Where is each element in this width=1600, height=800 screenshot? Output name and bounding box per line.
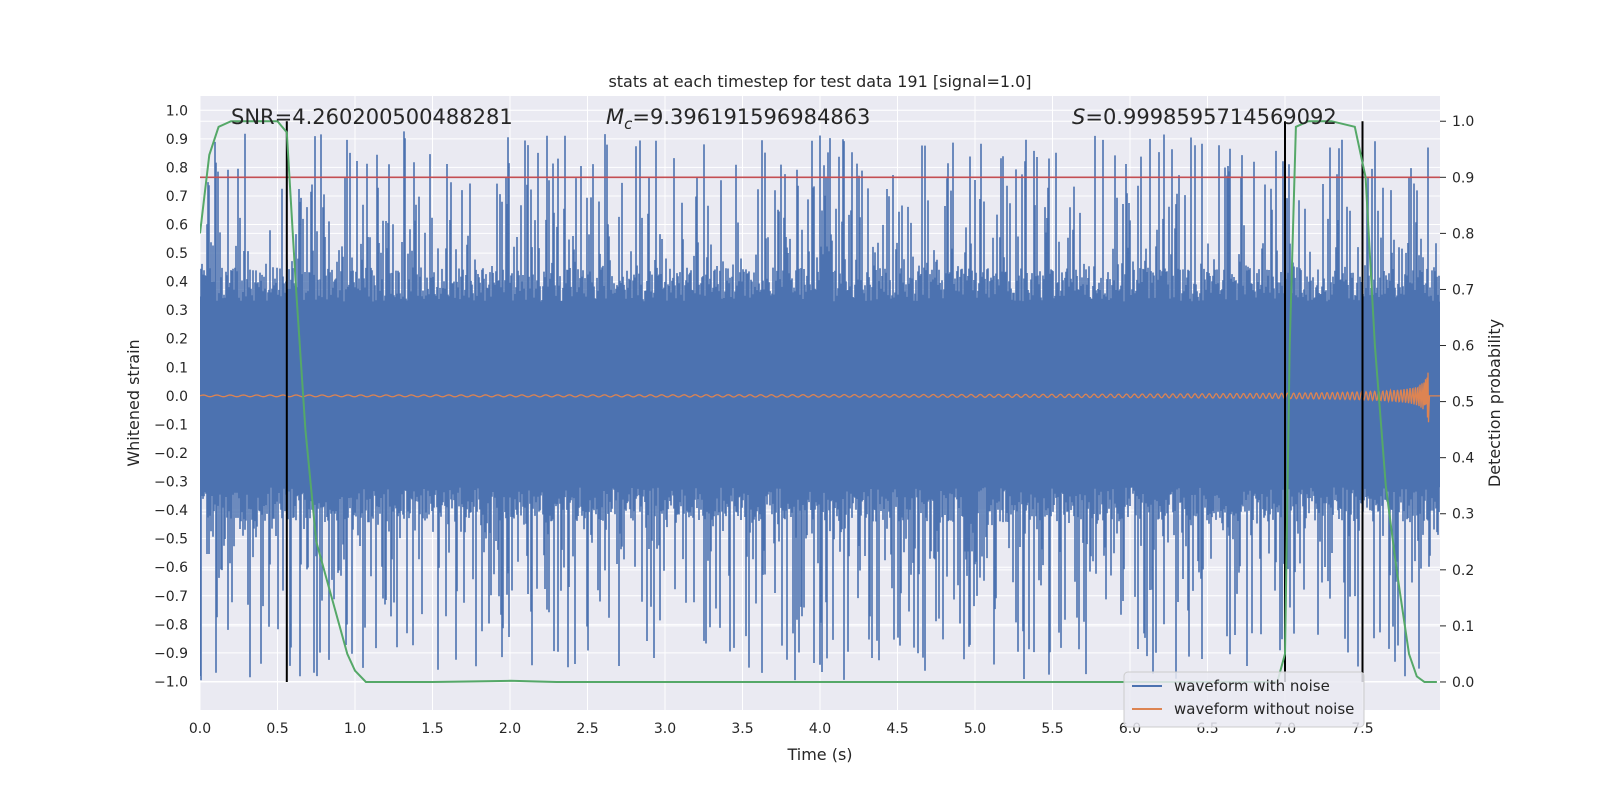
legend-label-clean: waveform without noise [1174, 700, 1354, 718]
y-left-tick-label: −0.3 [154, 475, 188, 491]
y-right-tick-label: 0.6 [1452, 339, 1474, 355]
waveform-with-noise-series [200, 131, 1440, 681]
y-left-tick-label: −0.6 [154, 560, 188, 576]
y-left-tick-label: 0.0 [166, 389, 188, 405]
x-tick-label: 3.5 [731, 721, 753, 737]
chirp-mass-annotation: Mc=9.396191596984863 [606, 105, 870, 133]
y-right-tick-label: 0.8 [1452, 226, 1474, 242]
y-axis-left-label: Whitened strain [124, 339, 143, 466]
y-right-tick-label: 0.1 [1452, 619, 1474, 635]
y-left-tick-label: 0.9 [166, 132, 188, 148]
y-left-tick-label: 0.8 [166, 160, 188, 176]
y-right-tick-label: 0.0 [1452, 675, 1474, 691]
y-right-tick-label: 0.7 [1452, 282, 1474, 298]
snr-annotation: SNR=4.260200500488281 [231, 105, 513, 129]
legend: waveform with noise waveform without noi… [1123, 671, 1365, 728]
x-tick-label: 2.5 [576, 721, 598, 737]
y-left-tick-label: 0.4 [166, 275, 188, 291]
y-left-tick-label: 1.0 [166, 103, 188, 119]
x-tick-label: 0.5 [266, 721, 288, 737]
waveform-without-noise-series [200, 372, 1440, 423]
x-axis-label: Time (s) [786, 745, 852, 764]
overlay-lines [200, 120, 1440, 683]
y-left-tick-label: −0.4 [154, 503, 188, 519]
detection-probability-path [200, 120, 1437, 683]
y-left-tick-label: 0.3 [166, 303, 188, 319]
score-symbol: S [1072, 105, 1085, 129]
chirp-mass-subscript: c [624, 115, 633, 133]
y-left-tick-label: −0.1 [154, 417, 188, 433]
y-right-tick-label: 0.5 [1452, 395, 1474, 411]
noise-waveform-core [200, 301, 1440, 488]
y-left-tick-label: 0.7 [166, 189, 188, 205]
y-left-tick-label: 0.6 [166, 218, 188, 234]
x-tick-label: 4.0 [809, 721, 831, 737]
y-left-tick-label: −0.2 [154, 446, 188, 462]
x-tick-label: 5.0 [964, 721, 986, 737]
x-tick-label: 1.0 [344, 721, 366, 737]
y-left-tick-label: −0.9 [154, 646, 188, 662]
legend-label-noise: waveform with noise [1174, 677, 1330, 695]
y-right-tick-label: 0.4 [1452, 451, 1474, 467]
y-left-tick-label: −0.7 [154, 589, 188, 605]
score-value: =0.9998595714569092 [1085, 105, 1336, 129]
chirp-mass-symbol: M [606, 105, 624, 129]
x-tick-label: 4.5 [886, 721, 908, 737]
y-right-tick-label: 0.9 [1452, 170, 1474, 186]
y-right-tick-label: 1.0 [1452, 114, 1474, 130]
y-left-tick-label: 0.2 [166, 332, 188, 348]
chirp-mass-value: =9.396191596984863 [632, 105, 870, 129]
ticks: 0.0 0.5 1.0 1.5 2.0 2.5 3.0 3.5 4.0 4.5 5.0 5.5 6.0 6… [154, 103, 1474, 737]
y-left-tick-label: −0.5 [154, 532, 188, 548]
y-right-tick-label: 0.2 [1452, 563, 1474, 579]
x-tick-label: 0.0 [189, 721, 211, 737]
y-right-tick-label: 0.3 [1452, 507, 1474, 523]
y-left-tick-label: 0.5 [166, 246, 188, 262]
y-left-tick-label: 0.1 [166, 360, 188, 376]
x-tick-label: 2.0 [499, 721, 521, 737]
y-left-tick-label: −0.8 [154, 617, 188, 633]
score-annotation: S=0.9998595714569092 [1072, 105, 1337, 129]
y-left-tick-label: −1.0 [154, 674, 188, 690]
x-tick-label: 5.5 [1041, 721, 1063, 737]
x-tick-label: 1.5 [421, 721, 443, 737]
clean-waveform-path [200, 372, 1440, 423]
legend-box [1123, 671, 1365, 728]
y-axis-right-label: Detection probability [1485, 319, 1504, 487]
x-tick-label: 3.0 [654, 721, 676, 737]
chart-title: stats at each timestep for test data 191… [608, 72, 1031, 91]
